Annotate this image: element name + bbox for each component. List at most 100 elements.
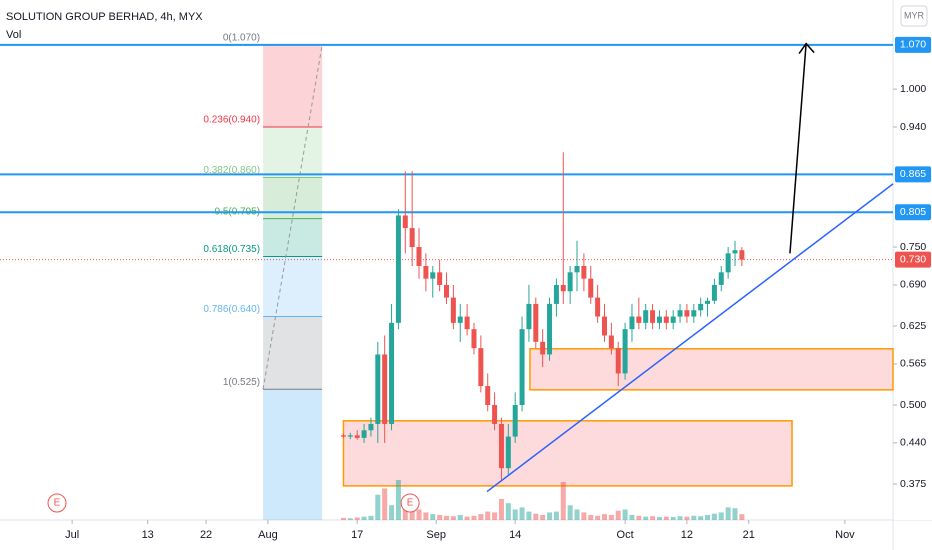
- volume-bar: [423, 512, 429, 520]
- candle-body: [608, 335, 614, 349]
- candle-body: [567, 272, 573, 292]
- candle-body: [340, 435, 346, 437]
- volume-bar: [444, 515, 449, 520]
- y-tick-label: 0.625: [900, 320, 926, 332]
- volume-bar: [574, 509, 580, 520]
- volume-bar: [601, 514, 607, 520]
- candle-body: [705, 300, 711, 304]
- candle-body: [505, 436, 511, 469]
- volume-bar: [560, 482, 566, 520]
- currency-label: MYR: [904, 10, 925, 20]
- candle-body: [498, 423, 504, 469]
- x-tick-label: 13: [142, 529, 154, 541]
- price-tag-label: 0.865: [900, 168, 926, 180]
- event-label: E: [407, 498, 414, 509]
- candle-body: [375, 354, 381, 424]
- price-tag: [895, 166, 931, 183]
- volume-bar: [656, 517, 662, 520]
- candle-body: [650, 310, 656, 323]
- volume-bar: [368, 515, 374, 520]
- currency-button[interactable]: [900, 5, 928, 27]
- candle-body: [457, 316, 463, 323]
- x-tick-label: Aug: [258, 529, 278, 541]
- x-tick-label: Nov: [835, 529, 855, 541]
- candle-body: [553, 284, 559, 304]
- candle-body: [629, 316, 635, 330]
- x-tick-label: 17: [351, 529, 363, 541]
- event-label: E: [54, 498, 61, 509]
- event-marker: [47, 493, 67, 513]
- candle-body: [643, 310, 649, 323]
- x-tick-label: Sep: [426, 529, 446, 541]
- volume-bar: [492, 512, 498, 520]
- price-tag: [895, 251, 931, 268]
- price-tag: [895, 36, 931, 53]
- price-tag-label: 1.070: [900, 39, 926, 51]
- volume-bar: [416, 509, 422, 520]
- volume-bar: [361, 516, 367, 520]
- volume-bar: [540, 514, 546, 520]
- fib-label: 0.236(0.940): [203, 115, 260, 126]
- y-tick-label: 0.440: [900, 437, 926, 449]
- volume-bar: [450, 516, 456, 520]
- candle-body: [430, 272, 436, 279]
- event-marker: [400, 493, 420, 513]
- volume-bar: [691, 515, 697, 520]
- candle-body: [382, 354, 388, 424]
- volume-bar: [650, 516, 656, 520]
- fib-band: [263, 44, 323, 127]
- candle-body: [395, 215, 401, 323]
- candle-body: [471, 329, 477, 349]
- candle-body: [725, 253, 731, 273]
- volume-bar: [457, 514, 463, 520]
- volume-bar: [533, 513, 539, 520]
- price-tag-label: 0.730: [900, 253, 926, 265]
- fib-band: [263, 126, 323, 178]
- volume-bar: [588, 514, 594, 520]
- candle-body: [540, 341, 546, 355]
- candle-body: [409, 228, 415, 248]
- volume-bar: [711, 513, 717, 520]
- candle-body: [402, 215, 408, 229]
- arrow: [789, 43, 807, 254]
- candle-body: [560, 284, 566, 292]
- volume-bar: [471, 515, 477, 520]
- y-tick-label: 0.940: [900, 121, 926, 133]
- candle-body: [732, 250, 738, 254]
- volume-bar: [608, 514, 614, 520]
- candle-body: [691, 310, 697, 317]
- candle-body: [739, 250, 745, 260]
- candle-body: [533, 303, 539, 342]
- fib-label: 0(1.070): [223, 33, 260, 44]
- volume-bar: [677, 516, 683, 520]
- volume-bar: [389, 505, 395, 520]
- x-tick-label: Jul: [65, 529, 79, 541]
- volume-bar: [581, 512, 587, 520]
- volume-bar: [526, 511, 532, 520]
- y-tick-label: 0.565: [900, 358, 926, 370]
- zone: [529, 348, 894, 391]
- y-tick-label: 0.750: [900, 241, 926, 253]
- volume-bar: [547, 512, 553, 520]
- candle-body: [368, 423, 374, 431]
- volume-bar: [437, 514, 443, 520]
- y-tick-label: 0.690: [900, 279, 926, 291]
- x-tick-label: 12: [681, 529, 693, 541]
- candle-body: [615, 348, 621, 374]
- volume-bar: [615, 510, 621, 520]
- candle-body: [361, 430, 367, 438]
- volume-bar: [485, 511, 491, 520]
- candle-body: [698, 303, 704, 311]
- volume-bar: [725, 507, 731, 520]
- zone: [342, 420, 793, 487]
- volume-bar: [375, 494, 381, 520]
- x-tick-label: Oct: [617, 529, 634, 541]
- candle-body: [677, 310, 683, 317]
- candle-body: [423, 266, 429, 279]
- volume-bar: [698, 516, 704, 520]
- volume-bar: [684, 516, 690, 520]
- candle-body: [670, 316, 676, 323]
- volume-bar: [512, 509, 518, 520]
- fib-label: 1(0.525): [223, 377, 260, 388]
